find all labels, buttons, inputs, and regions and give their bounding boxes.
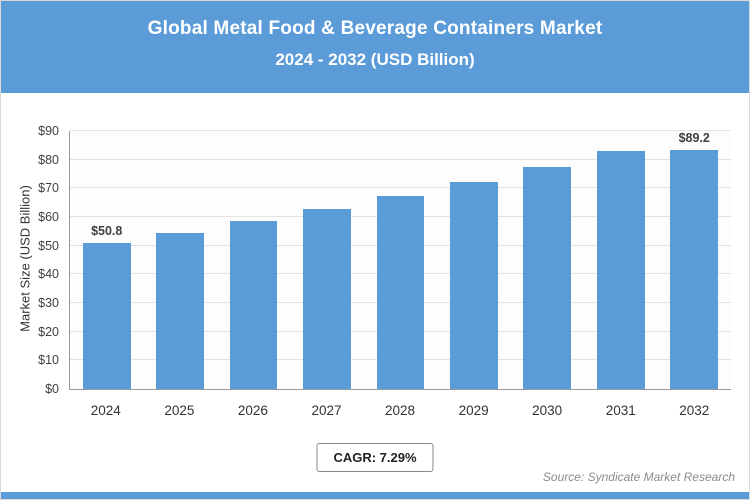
bar-slot: $89.2	[658, 131, 731, 389]
bar-value-label: $89.2	[678, 131, 710, 145]
bar-2025	[156, 232, 205, 389]
bar-value-label: $50.8	[91, 224, 123, 239]
y-tick-label: $40	[38, 267, 59, 282]
bar-slot	[584, 131, 657, 389]
bar-slot	[143, 131, 216, 389]
bar-slot	[290, 131, 363, 389]
gridline	[70, 158, 731, 160]
bar-2031	[596, 150, 645, 389]
gridline	[70, 187, 731, 189]
y-tick-label: $80	[38, 152, 59, 167]
bar-slot	[437, 131, 510, 389]
y-tick-label: $30	[38, 296, 59, 310]
bar-2029	[450, 182, 498, 389]
chart-title-line2: 2024 - 2032 (USD Billion)	[275, 50, 475, 69]
x-tick-label: 2025	[164, 402, 195, 418]
chart-title-line1: Global Metal Food & Beverage Containers …	[147, 18, 603, 39]
y-tick-label: $50	[38, 238, 59, 253]
bar-2032	[670, 150, 719, 389]
y-tick-label: $20	[38, 324, 59, 339]
x-tick-label: 2027	[311, 402, 342, 418]
x-tick-label: 2031	[605, 402, 636, 418]
bar-2026	[229, 221, 278, 389]
bar-slot	[217, 131, 290, 389]
bars-container: $50.8 $89.2	[70, 131, 731, 389]
y-tick-label: $90	[38, 124, 59, 138]
y-tick-label: $70	[38, 181, 59, 196]
y-tick-label: $60	[38, 210, 59, 224]
y-tick-label: $0	[45, 382, 59, 396]
gridline	[70, 130, 731, 131]
x-axis-tick-labels: 2024 2025 2026 2027 2028 2029 2030 2031 2032	[69, 395, 731, 425]
y-axis-tick-labels: $0 $10 $20 $30 $40 $50 $60 $70 $80 $90	[17, 124, 65, 396]
bar-2024	[82, 243, 131, 389]
cagr-badge: CAGR: 7.29%	[316, 443, 434, 472]
x-tick-label: 2024	[90, 402, 121, 418]
source-attribution: Source: Syndicate Market Research	[542, 470, 735, 484]
chart-header: Global Metal Food & Beverage Containers …	[1, 1, 749, 93]
bottom-accent-bar	[1, 492, 749, 499]
bar-2028	[376, 196, 425, 389]
chart-area: Market Size (USD Billion) $0 $10 $20 $30 $40…	[1, 103, 749, 445]
x-tick-label: 2029	[458, 402, 489, 418]
x-tick-label: 2030	[532, 402, 563, 418]
y-tick-label: $10	[38, 353, 59, 368]
bar-slot: $50.8	[70, 131, 143, 389]
x-tick-label: 2032	[679, 402, 710, 418]
bar-2030	[523, 166, 572, 389]
x-tick-label: 2026	[237, 402, 268, 418]
bar-2027	[303, 209, 351, 389]
bar-slot	[511, 131, 584, 389]
x-tick-label: 2028	[385, 402, 416, 418]
bar-slot	[364, 131, 437, 389]
plot-area: $50.8 $89.2	[69, 130, 731, 390]
